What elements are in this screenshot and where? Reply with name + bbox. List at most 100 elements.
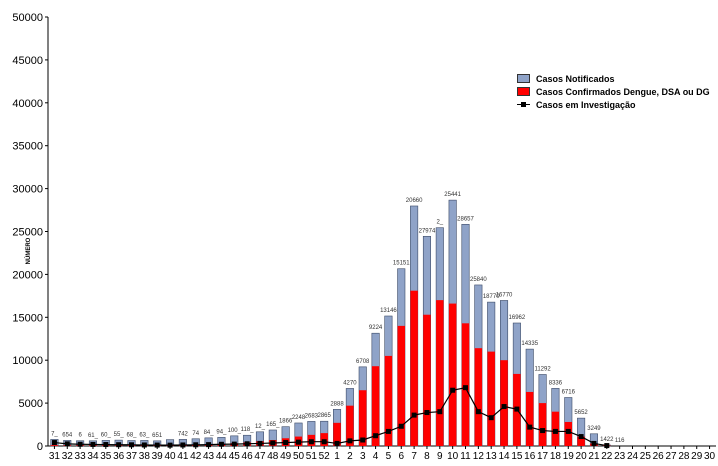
x-tick-label: 31 bbox=[49, 451, 61, 461]
data-label: 8336 bbox=[549, 380, 563, 386]
legend-item-confirmados: Casos Confirmados Dengue, DSA ou DG bbox=[517, 85, 710, 98]
point-casos-em-investigacao bbox=[604, 443, 610, 449]
x-tick-label: 20 bbox=[576, 451, 588, 461]
data-label: 94_ bbox=[216, 429, 227, 435]
y-tick-label: 30000 bbox=[12, 184, 43, 196]
bar-casos-confirmados bbox=[538, 403, 547, 446]
point-casos-em-investigacao bbox=[116, 442, 122, 448]
data-label: 27974 bbox=[419, 228, 436, 234]
point-casos-em-investigacao bbox=[244, 441, 250, 447]
data-label: 2_ bbox=[436, 220, 443, 226]
legend-swatch-notificados bbox=[517, 74, 530, 83]
data-label: 2888 bbox=[330, 401, 344, 407]
point-casos-em-investigacao bbox=[180, 442, 186, 448]
data-label: 60_ bbox=[101, 432, 112, 438]
point-casos-em-investigacao bbox=[218, 441, 224, 447]
x-tick-label: 9 bbox=[437, 451, 443, 461]
x-tick-label: 3 bbox=[360, 451, 366, 461]
x-tick-label: 32 bbox=[62, 451, 74, 461]
bar-casos-confirmados bbox=[359, 390, 367, 446]
data-label: 13146 bbox=[380, 308, 397, 314]
point-casos-em-investigacao bbox=[270, 440, 276, 446]
x-tick-label: 47 bbox=[254, 451, 266, 461]
data-label: 16962 bbox=[509, 315, 526, 321]
point-casos-em-investigacao bbox=[334, 440, 340, 446]
point-casos-em-investigacao bbox=[424, 410, 430, 416]
data-label: 742 bbox=[178, 431, 189, 437]
bar-casos-confirmados bbox=[577, 436, 585, 446]
y-axis-label: NÚMERO bbox=[25, 237, 32, 264]
point-casos-em-investigacao bbox=[141, 442, 147, 448]
x-tick-label: 50 bbox=[293, 451, 305, 461]
x-tick-label: 14 bbox=[498, 451, 510, 461]
bar-casos-confirmados bbox=[50, 445, 59, 446]
x-tick-label: 34 bbox=[87, 451, 99, 461]
point-casos-em-investigacao bbox=[347, 438, 353, 444]
data-label: 18770 bbox=[483, 294, 500, 300]
x-tick-label: 45 bbox=[229, 451, 241, 461]
point-casos-em-investigacao bbox=[308, 439, 314, 445]
x-tick-label: 23 bbox=[614, 451, 626, 461]
data-label: 100_ bbox=[228, 428, 242, 434]
data-label: 25441 bbox=[444, 192, 461, 198]
data-label: 6708 bbox=[356, 359, 370, 365]
point-casos-em-investigacao bbox=[296, 439, 301, 445]
bar-casos-confirmados bbox=[564, 421, 572, 446]
bar-casos-confirmados bbox=[371, 366, 380, 446]
legend-label-investigacao: Casos em Investigação bbox=[536, 99, 636, 110]
chart-legend: Casos Notificados Casos Confirmados Deng… bbox=[517, 72, 710, 111]
x-tick-label: 28 bbox=[678, 451, 690, 461]
x-tick-label: 51 bbox=[306, 451, 318, 461]
bar-casos-confirmados bbox=[410, 290, 418, 446]
x-tick-label: 44 bbox=[216, 451, 228, 461]
x-tick-label: 8 bbox=[424, 451, 430, 461]
y-tick-label: 5000 bbox=[19, 398, 43, 410]
legend-swatch-investigacao bbox=[517, 100, 530, 109]
x-tick-label: 29 bbox=[691, 451, 703, 461]
bar-casos-confirmados bbox=[397, 325, 405, 446]
point-casos-em-investigacao bbox=[591, 440, 597, 446]
data-label: 12_ bbox=[255, 424, 266, 430]
point-casos-em-investigacao bbox=[488, 415, 494, 421]
x-tick-label: 7 bbox=[411, 451, 417, 461]
data-label: 74 bbox=[192, 431, 199, 437]
x-tick-label: 42 bbox=[190, 451, 202, 461]
data-label: 116 bbox=[615, 438, 625, 444]
bar-casos-confirmados bbox=[487, 351, 495, 446]
point-casos-em-investigacao bbox=[398, 423, 404, 429]
data-label: 20660 bbox=[406, 198, 423, 204]
legend-swatch-confirmados bbox=[517, 87, 530, 96]
point-casos-em-investigacao bbox=[103, 442, 109, 448]
y-tick-label: 50000 bbox=[12, 12, 43, 24]
bar-casos-confirmados bbox=[423, 314, 431, 446]
data-label: 5652 bbox=[574, 410, 588, 416]
x-tick-label: 35 bbox=[100, 451, 112, 461]
x-tick-label: 4 bbox=[373, 451, 379, 461]
data-label: 14335 bbox=[521, 341, 538, 347]
x-tick-label: 40 bbox=[164, 451, 176, 461]
data-label: 84_ bbox=[204, 430, 215, 436]
x-tick-label: 12 bbox=[473, 451, 485, 461]
bar-casos-confirmados bbox=[526, 391, 534, 446]
point-casos-em-investigacao bbox=[283, 440, 289, 446]
data-label: 118_ bbox=[241, 427, 255, 433]
x-tick-label: 43 bbox=[203, 451, 215, 461]
data-label: 9224 bbox=[369, 325, 383, 331]
legend-label-confirmados: Casos Confirmados Dengue, DSA ou DG bbox=[536, 86, 710, 97]
data-label: 651 bbox=[152, 433, 163, 439]
data-label: 6 bbox=[78, 433, 82, 439]
x-tick-label: 38 bbox=[139, 451, 151, 461]
data-label: 4270 bbox=[343, 380, 357, 386]
x-tick-label: 46 bbox=[242, 451, 254, 461]
data-label: 2865 bbox=[318, 413, 332, 419]
data-label: 2683 bbox=[305, 413, 319, 419]
x-tick-label: 15 bbox=[511, 451, 523, 461]
bar-casos-confirmados bbox=[346, 405, 354, 446]
point-casos-em-investigacao bbox=[475, 409, 481, 415]
point-casos-em-investigacao bbox=[540, 428, 546, 434]
legend-label-notificados: Casos Notificados bbox=[536, 73, 615, 84]
data-label: 28657 bbox=[457, 216, 474, 222]
x-tick-label: 26 bbox=[653, 451, 665, 461]
point-casos-em-investigacao bbox=[64, 441, 70, 447]
